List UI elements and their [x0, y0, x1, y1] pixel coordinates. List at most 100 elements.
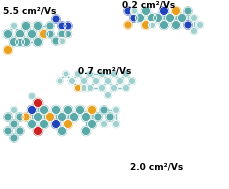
Circle shape [63, 105, 72, 115]
Text: 0.7 cm²/Vs: 0.7 cm²/Vs [78, 67, 131, 76]
Circle shape [171, 6, 180, 15]
Circle shape [11, 22, 17, 29]
Circle shape [190, 28, 197, 35]
Circle shape [128, 77, 135, 84]
Circle shape [63, 71, 69, 77]
Circle shape [33, 98, 42, 108]
Circle shape [98, 70, 105, 77]
Circle shape [74, 70, 81, 77]
Circle shape [16, 113, 24, 121]
Circle shape [4, 127, 12, 135]
Text: 5.5 cm²/Vs: 5.5 cm²/Vs [3, 6, 56, 15]
Circle shape [68, 77, 75, 84]
Circle shape [123, 7, 131, 15]
Circle shape [58, 30, 66, 38]
Circle shape [86, 70, 93, 77]
Circle shape [87, 105, 96, 115]
Circle shape [27, 105, 36, 115]
Circle shape [33, 112, 42, 122]
Circle shape [122, 84, 129, 91]
Text: 2.0 cm²/Vs: 2.0 cm²/Vs [129, 163, 183, 172]
Circle shape [92, 77, 99, 84]
Circle shape [141, 6, 150, 15]
Circle shape [51, 119, 60, 129]
Circle shape [52, 37, 60, 45]
Circle shape [63, 119, 72, 129]
Circle shape [9, 37, 18, 46]
Circle shape [52, 15, 60, 23]
Circle shape [87, 119, 96, 129]
Circle shape [46, 22, 54, 30]
Circle shape [81, 112, 90, 122]
Circle shape [16, 127, 24, 135]
Circle shape [4, 113, 12, 121]
Circle shape [165, 13, 174, 22]
Circle shape [75, 105, 84, 115]
Circle shape [33, 37, 42, 46]
Circle shape [122, 70, 129, 77]
Circle shape [64, 22, 72, 30]
Circle shape [58, 22, 66, 30]
Circle shape [22, 113, 30, 121]
Circle shape [39, 105, 48, 115]
Circle shape [57, 126, 66, 136]
Circle shape [183, 21, 191, 29]
Circle shape [147, 13, 156, 22]
Circle shape [80, 77, 87, 84]
Circle shape [129, 14, 137, 22]
Circle shape [21, 37, 30, 46]
Circle shape [28, 92, 35, 99]
Circle shape [153, 13, 162, 22]
Circle shape [33, 22, 42, 30]
Circle shape [39, 29, 48, 39]
Circle shape [15, 37, 25, 46]
Circle shape [46, 30, 54, 38]
Circle shape [21, 22, 30, 30]
Circle shape [100, 106, 108, 114]
Circle shape [104, 77, 111, 84]
Circle shape [57, 78, 63, 84]
Circle shape [177, 13, 186, 22]
Circle shape [51, 105, 60, 115]
Circle shape [148, 22, 155, 29]
Circle shape [116, 77, 123, 84]
Circle shape [159, 20, 168, 29]
Circle shape [86, 84, 93, 91]
Circle shape [112, 121, 119, 128]
Circle shape [27, 119, 36, 129]
Text: 0.2 cm²/Vs: 0.2 cm²/Vs [121, 0, 174, 9]
Circle shape [190, 15, 197, 22]
Circle shape [135, 13, 144, 22]
Circle shape [64, 30, 71, 37]
Circle shape [98, 84, 105, 91]
Circle shape [110, 84, 117, 91]
Circle shape [171, 20, 180, 29]
Circle shape [57, 112, 66, 122]
Circle shape [196, 22, 203, 29]
Circle shape [159, 6, 168, 15]
Circle shape [74, 84, 81, 91]
Circle shape [3, 29, 12, 39]
Circle shape [68, 77, 75, 84]
Circle shape [94, 113, 101, 121]
Circle shape [80, 84, 87, 91]
Circle shape [110, 70, 117, 77]
Circle shape [39, 119, 48, 129]
Circle shape [100, 121, 107, 128]
Circle shape [27, 29, 36, 39]
Circle shape [183, 7, 191, 15]
Circle shape [45, 112, 54, 122]
Circle shape [104, 91, 111, 98]
Circle shape [15, 29, 25, 39]
Circle shape [10, 134, 18, 142]
Circle shape [33, 126, 42, 136]
Circle shape [81, 126, 90, 136]
Circle shape [141, 20, 150, 29]
Circle shape [3, 46, 12, 54]
Circle shape [10, 120, 18, 128]
Circle shape [123, 21, 131, 29]
Circle shape [11, 106, 17, 114]
Circle shape [69, 112, 78, 122]
Circle shape [112, 106, 119, 114]
Circle shape [106, 113, 114, 121]
